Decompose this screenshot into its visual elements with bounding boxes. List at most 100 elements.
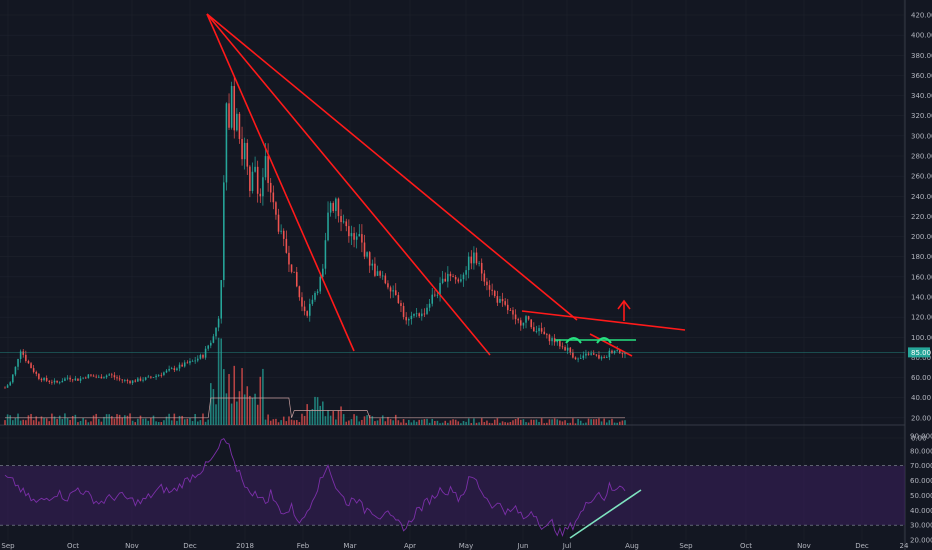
rsi-axis[interactable]: 90.0000 80.0000 70.0000 60.0000 50.0000 40.00…: [910, 433, 932, 545]
volume-bar: [535, 419, 538, 425]
price-axis[interactable]: 420.00 400.00 380.00 360.00 340.00 320.00 300.…: [908, 12, 932, 443]
candle-body: [157, 374, 160, 376]
volume-bar: [559, 420, 561, 425]
candle-body: [77, 378, 79, 381]
candle-body: [92, 375, 95, 377]
volume-bar: [358, 421, 361, 425]
last-price-badge: [908, 347, 930, 358]
support-bounce-2: [596, 337, 612, 344]
volume-bar: [108, 414, 110, 425]
volume-bar: [210, 383, 212, 425]
candle-body: [366, 252, 368, 257]
candle-body: [285, 238, 288, 253]
volume-bar: [217, 337, 220, 425]
volume-bar: [165, 416, 168, 425]
candle-body: [363, 242, 366, 257]
volume-bar: [14, 417, 17, 425]
trendline-steep: [206, 13, 355, 352]
volume-bar: [569, 422, 572, 425]
volume-bar: [71, 416, 74, 425]
candle-body: [288, 252, 290, 265]
volume-bar: [436, 420, 439, 425]
candle-body: [116, 377, 118, 379]
candle-body: [355, 236, 358, 240]
candle-body: [428, 303, 431, 308]
volume-bar: [202, 413, 204, 425]
volume-bar: [368, 415, 371, 425]
volume-bar: [366, 415, 368, 425]
volume-bar: [335, 419, 337, 425]
candle-body: [22, 351, 25, 355]
volume-bar: [61, 419, 64, 425]
volume-bar: [512, 420, 514, 425]
volume-bar: [223, 369, 225, 425]
volume-bar: [35, 416, 38, 425]
candle-body: [587, 353, 590, 355]
price-tick-label: 200.00: [911, 233, 932, 241]
volume-bar: [142, 418, 144, 425]
candle-body: [87, 374, 90, 379]
time-tick-label: Oct: [67, 542, 79, 550]
rsi-band: [0, 465, 905, 526]
candle-body: [223, 182, 225, 281]
volume-bar: [574, 423, 577, 425]
candle-body: [460, 279, 462, 282]
volume-bar: [616, 422, 618, 425]
candle-body: [9, 382, 11, 386]
time-axis[interactable]: Sep Oct Nov Dec 2018 Feb Mar Apr May Jun Jul Aug Sep…: [1, 542, 909, 550]
time-tick-label: Sep: [1, 542, 15, 550]
rsi-tick-label: 50.0000: [910, 492, 932, 500]
price-tick-label: 360.00: [911, 72, 932, 80]
volume-bar: [139, 415, 142, 425]
volume-bar: [423, 419, 426, 425]
volume-bar: [579, 420, 582, 425]
candle-body: [335, 198, 337, 211]
candle-body: [256, 166, 259, 194]
candle-body: [340, 215, 342, 223]
rsi-tick-label: 70.0000: [910, 462, 932, 470]
candle-body: [327, 212, 329, 241]
volume-bar: [483, 422, 486, 425]
volume-bar: [301, 413, 303, 425]
volume-bar: [98, 419, 100, 425]
candle-body: [535, 331, 538, 332]
candle-body: [613, 350, 616, 354]
volume-bar: [426, 418, 428, 425]
volume-bar: [402, 419, 405, 425]
support-bounce-1: [565, 337, 582, 344]
candle-body: [230, 86, 233, 128]
volume-bar: [379, 418, 381, 425]
candle-body: [215, 327, 217, 337]
candle-body: [64, 378, 66, 381]
volume-bar: [548, 419, 551, 425]
arrow-up-head: [617, 299, 631, 310]
candle-body: [452, 276, 454, 277]
rsi-tick-label: 40.0000: [910, 507, 932, 515]
candle-body: [249, 166, 251, 191]
candle-body: [387, 283, 389, 288]
candle-body: [165, 370, 168, 373]
candle-body: [84, 377, 87, 379]
candle-body: [14, 366, 17, 375]
candle-body: [131, 380, 134, 384]
volume-bar: [137, 418, 139, 425]
volume-bar: [196, 421, 199, 425]
candle-body: [551, 338, 553, 342]
volume-bar: [613, 422, 616, 425]
candle-body: [19, 351, 22, 359]
candle-body: [282, 230, 285, 239]
volume-bar: [204, 421, 207, 425]
candle-body: [160, 374, 163, 376]
volume-bar: [621, 420, 624, 425]
volume-bar: [525, 422, 527, 425]
candle-body: [361, 234, 363, 243]
volume-bar: [527, 422, 530, 425]
candle-body: [512, 310, 514, 315]
candle-body: [394, 290, 397, 296]
candle-body: [280, 230, 282, 232]
candle-body: [408, 319, 410, 321]
candle-body: [506, 304, 509, 311]
volume-bar: [561, 421, 564, 425]
volume-bar: [431, 418, 434, 425]
